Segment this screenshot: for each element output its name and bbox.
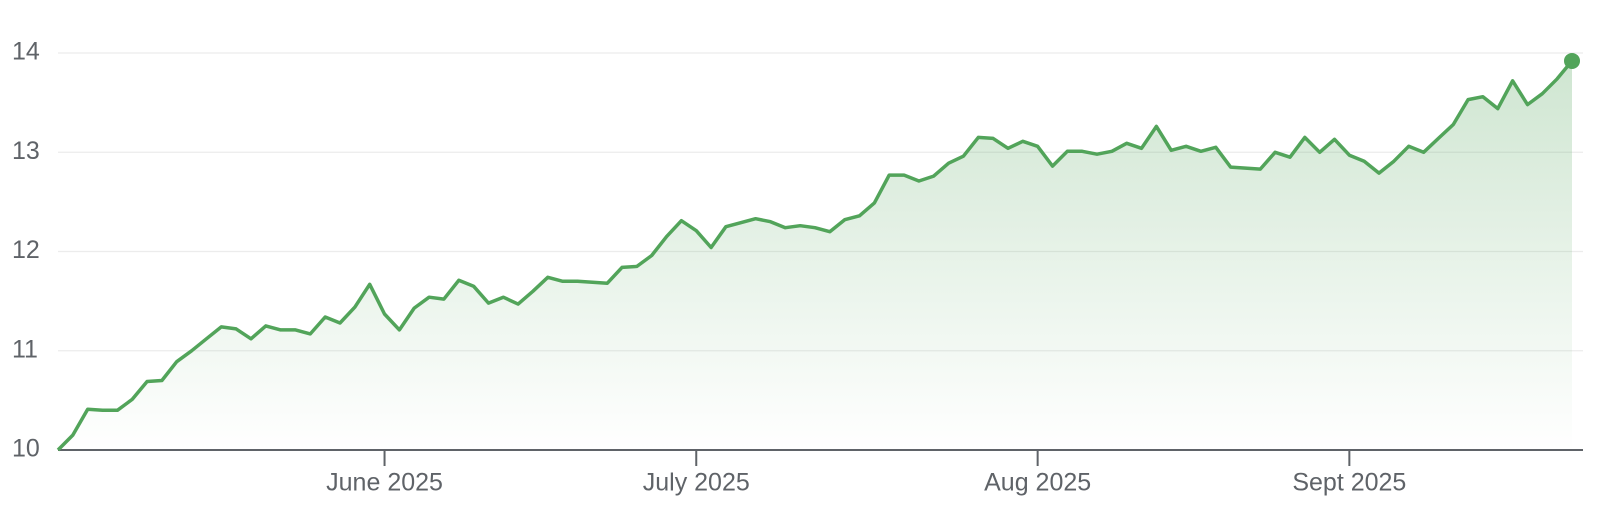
y-tick-label: 12	[12, 236, 40, 264]
x-tick-label: July 2025	[643, 469, 750, 497]
x-tick-label: Aug 2025	[984, 469, 1091, 497]
y-tick-label: 13	[12, 137, 40, 165]
area	[58, 60, 1572, 451]
y-tick-label: 11	[12, 335, 38, 363]
line	[56, 59, 1574, 452]
x-tick-label: Sept 2025	[1292, 469, 1406, 497]
end-point	[1564, 52, 1580, 69]
y-tick-label: 10	[12, 435, 40, 463]
y-tick-label: 14	[12, 38, 40, 66]
x-tick-label: June 2025	[326, 469, 443, 497]
